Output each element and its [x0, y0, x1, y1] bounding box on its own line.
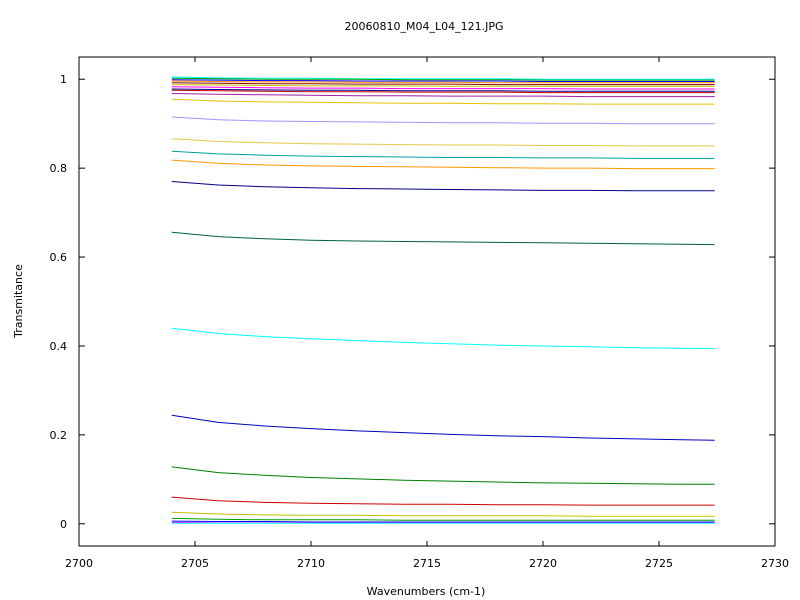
x-tick-label: 2700 [65, 557, 93, 570]
series-line-24 [171, 520, 715, 523]
y-tick-label: 1 [60, 73, 67, 86]
series-line-8 [171, 88, 715, 92]
y-tick-label: 0.4 [50, 340, 68, 353]
series-line-6 [171, 84, 715, 87]
x-axis-ticks: 2700 2705 2710 2715 2720 2725 2730 [65, 57, 789, 570]
series-line-9 [171, 89, 715, 94]
series-line-2 [171, 77, 715, 81]
y-tick-label: 0.2 [50, 429, 68, 442]
y-axis-title: Transmitance [12, 264, 25, 339]
x-axis-title: Wavenumbers (cm-1) [367, 585, 486, 598]
series-line-21 [171, 496, 715, 506]
chart-title: 20060810_M04_L04_121.JPG [345, 20, 504, 33]
x-tick-label: 2730 [761, 557, 789, 570]
x-tick-label: 2725 [645, 557, 673, 570]
plot-frame [78, 56, 776, 547]
series-line-5 [171, 82, 715, 86]
series-line-7 [171, 86, 715, 90]
series-line-4 [171, 80, 715, 84]
series-layer [171, 76, 715, 524]
series-line-16 [171, 181, 715, 192]
y-tick-label: 0.8 [50, 162, 68, 175]
series-line-11 [171, 98, 715, 105]
series-line-17 [171, 231, 715, 246]
series-line-13 [171, 138, 715, 147]
series-line-14 [171, 150, 715, 159]
series-line-15 [171, 159, 715, 170]
series-line-1 [171, 76, 715, 80]
series-line-18 [171, 327, 715, 350]
series-line-19 [171, 414, 715, 441]
y-tick-label: 0 [60, 518, 67, 531]
series-line-12 [171, 116, 715, 125]
x-tick-label: 2705 [181, 557, 209, 570]
series-line-3 [171, 79, 715, 82]
series-line-23 [171, 517, 715, 521]
x-tick-label: 2715 [413, 557, 441, 570]
y-tick-label: 0.6 [50, 251, 68, 264]
series-line-10 [171, 93, 715, 98]
x-tick-label: 2710 [297, 557, 325, 570]
series-line-22 [171, 511, 715, 517]
x-tick-label: 2720 [529, 557, 557, 570]
y-axis-ticks: 0 0.2 0.4 0.6 0.8 1 [50, 73, 775, 531]
series-line-20 [171, 466, 715, 485]
